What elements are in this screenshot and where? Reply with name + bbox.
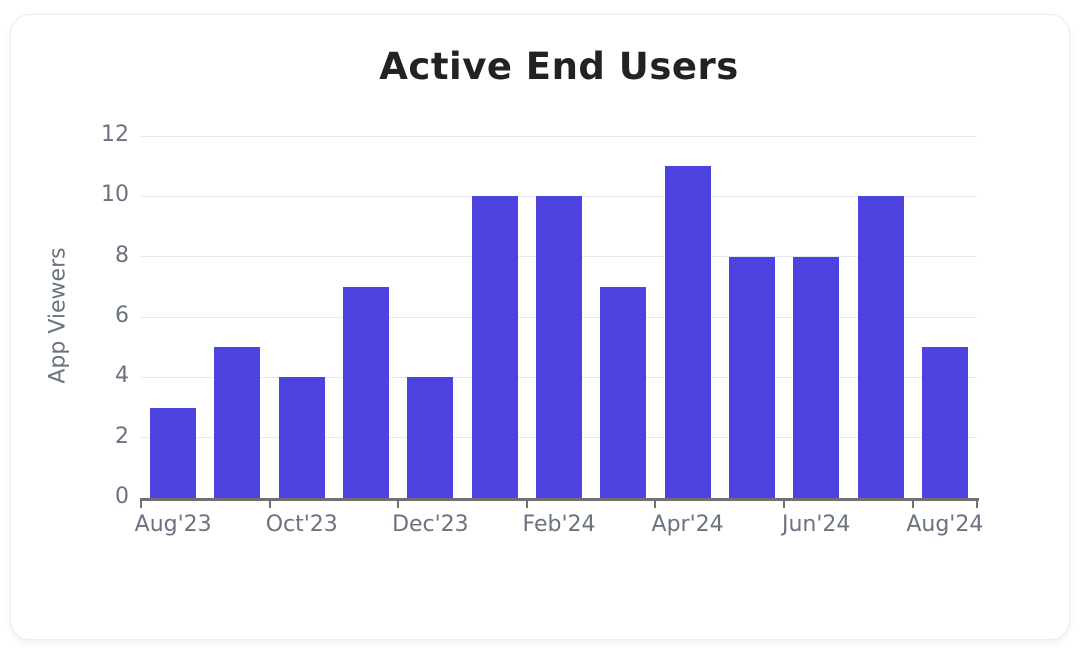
- gridline-y-12: [141, 135, 977, 137]
- x-axis-tick-10: [783, 498, 786, 508]
- y-tick-label-4: 4: [115, 363, 129, 389]
- bar-Dec'23[interactable]: [407, 377, 454, 498]
- x-tick-label-Aug'23: Aug'23: [134, 512, 212, 537]
- bar-Jan'24[interactable]: [471, 196, 518, 498]
- bar-Mar'24[interactable]: [600, 286, 647, 498]
- y-tick-label-6: 6: [115, 303, 129, 328]
- x-axis-tick-6: [525, 498, 528, 508]
- y-tick-label-10: 10: [101, 182, 129, 208]
- x-tick-label-Dec'23: Dec'23: [392, 512, 469, 537]
- bar-Aug'23[interactable]: [150, 407, 197, 498]
- x-tick-label-Aug'24: Aug'24: [906, 512, 984, 537]
- bar-Feb'24[interactable]: [536, 196, 582, 498]
- x-tick-label-Feb'24: Feb'24: [522, 512, 596, 537]
- x-axis-tick-4: [397, 498, 400, 508]
- bar-Oct'23[interactable]: [278, 377, 325, 498]
- y-tick-label-8: 8: [115, 242, 129, 268]
- bar-Sep'23[interactable]: [214, 347, 261, 498]
- y-axis-title: App Viewers: [45, 247, 71, 384]
- y-tick-label-2: 2: [115, 423, 129, 449]
- bar-Aug'24[interactable]: [921, 347, 968, 498]
- x-axis-line: [141, 498, 979, 501]
- bar-Nov'23[interactable]: [343, 286, 390, 498]
- x-axis-tick-2: [268, 498, 271, 508]
- chart-title: Active End Users: [379, 45, 739, 88]
- x-axis-tick-0: [140, 498, 142, 508]
- y-tick-label-0: 0: [115, 484, 129, 509]
- chart-card: Active End Users App Viewers 0 2 4 6 8 10 12 Au…: [10, 14, 1070, 640]
- bar-May'24[interactable]: [728, 256, 775, 498]
- x-axis-tick-8: [654, 498, 657, 508]
- x-axis-tick-12: [911, 498, 914, 508]
- x-tick-label-Oct'23: Oct'23: [265, 512, 338, 537]
- y-tick-label-12: 12: [101, 122, 129, 147]
- x-axis-tick-13: [976, 498, 978, 508]
- x-tick-label-Jun'24: Jun'24: [782, 512, 851, 537]
- bar-Jun'24[interactable]: [793, 256, 840, 498]
- x-tick-label-Apr'24: Apr'24: [651, 512, 724, 537]
- bar-Apr'24[interactable]: [664, 166, 711, 498]
- bar-Jul'24[interactable]: [857, 196, 904, 498]
